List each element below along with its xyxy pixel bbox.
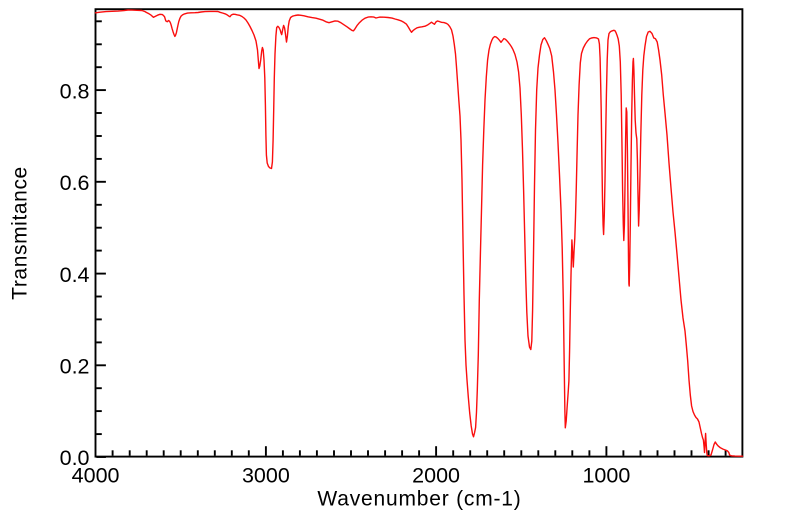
svg-text:4000: 4000 bbox=[72, 463, 120, 487]
svg-text:0.6: 0.6 bbox=[60, 171, 90, 195]
svg-text:0.8: 0.8 bbox=[60, 79, 90, 103]
svg-text:1000: 1000 bbox=[582, 463, 630, 487]
svg-text:Transmitance: Transmitance bbox=[9, 166, 32, 300]
svg-text:0.4: 0.4 bbox=[60, 263, 90, 287]
svg-text:3000: 3000 bbox=[242, 463, 290, 487]
svg-text:0.2: 0.2 bbox=[60, 355, 90, 379]
svg-text:Wavenumber (cm-1): Wavenumber (cm-1) bbox=[317, 487, 521, 510]
svg-text:2000: 2000 bbox=[412, 463, 460, 487]
svg-text:0.0: 0.0 bbox=[60, 446, 90, 470]
